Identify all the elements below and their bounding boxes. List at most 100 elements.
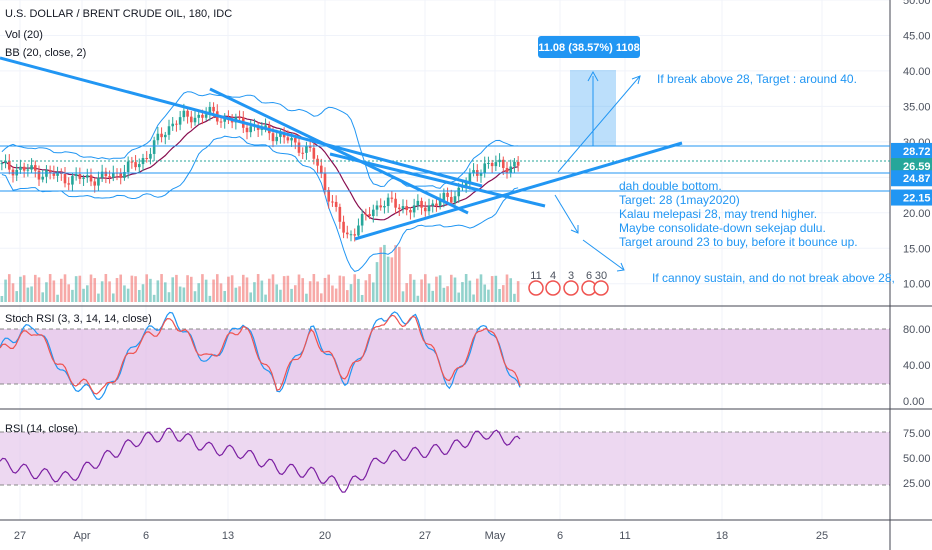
volume-bar bbox=[171, 277, 175, 302]
trendline-main-down[interactable] bbox=[0, 56, 483, 188]
volume-bar bbox=[412, 279, 416, 302]
volume-bar bbox=[271, 274, 275, 302]
rsi-legend[interactable]: RSI (14, close) bbox=[5, 423, 78, 435]
candle-body bbox=[52, 172, 56, 176]
volume-bar bbox=[438, 275, 442, 302]
volume-bar bbox=[490, 276, 494, 302]
candle-body bbox=[360, 213, 364, 226]
volume-bar bbox=[416, 295, 420, 302]
candle-body bbox=[137, 164, 141, 168]
candle-body bbox=[279, 132, 282, 137]
candle-body bbox=[249, 126, 253, 133]
volume-bar bbox=[442, 287, 446, 302]
trendline-lower-up[interactable] bbox=[354, 141, 683, 241]
volume-bar bbox=[516, 281, 520, 302]
volume-bar bbox=[30, 286, 33, 302]
arrow-down-1-head bbox=[570, 225, 579, 234]
time-tick-label: 6 bbox=[557, 530, 563, 542]
candle-body bbox=[134, 162, 137, 168]
economic-events[interactable]: 11 4 3 6 30 bbox=[528, 270, 609, 296]
arrow-down-1[interactable] bbox=[554, 194, 579, 234]
volume-bar bbox=[297, 274, 301, 302]
candle-body bbox=[412, 205, 416, 213]
candle-body bbox=[286, 137, 290, 141]
candle-body bbox=[48, 170, 52, 173]
volume-bar bbox=[119, 274, 123, 302]
volume-bar bbox=[331, 285, 334, 302]
candle-body bbox=[111, 172, 115, 178]
rsi-band bbox=[0, 432, 890, 485]
candle-body bbox=[130, 161, 134, 163]
volume-bar bbox=[253, 282, 256, 302]
candle-body bbox=[371, 209, 375, 217]
candle-body bbox=[420, 200, 423, 208]
candle-body bbox=[487, 162, 490, 164]
candle-body bbox=[401, 206, 405, 209]
note-line-4[interactable]: Maybe consolidate-down sekejap dulu. bbox=[619, 221, 826, 235]
note-line-3[interactable]: Kalau melepasi 28, may trend higher. bbox=[619, 207, 817, 221]
candle-body bbox=[97, 177, 100, 186]
candle-body bbox=[212, 106, 215, 112]
time-tick-label: 27 bbox=[419, 530, 431, 542]
volume-bar bbox=[67, 284, 71, 302]
volume-bar bbox=[316, 281, 319, 302]
candle-body bbox=[435, 203, 438, 206]
volume-bar bbox=[279, 289, 282, 302]
volume-bar bbox=[63, 274, 67, 302]
candle-body bbox=[494, 162, 498, 167]
note-line-1[interactable]: dah double bottom. bbox=[619, 179, 722, 193]
candle-body bbox=[119, 173, 123, 178]
volume-bar bbox=[290, 288, 293, 302]
event-count: 6 bbox=[586, 270, 592, 282]
volume-bar bbox=[227, 276, 230, 302]
candle-body bbox=[0, 163, 4, 165]
target-note[interactable]: If break above 28, Target : around 40. bbox=[657, 72, 857, 86]
price-pane[interactable] bbox=[0, 0, 890, 305]
candle-body bbox=[67, 183, 71, 185]
time-axis[interactable]: 27 Apr 6 13 20 27 May 6 11 18 25 bbox=[14, 530, 828, 542]
candle-body bbox=[505, 167, 509, 174]
candle-body bbox=[85, 175, 89, 178]
candle-body bbox=[301, 152, 305, 154]
candle-body bbox=[319, 165, 323, 174]
vol-legend[interactable]: Vol (20) bbox=[5, 29, 43, 41]
time-tick-label: 27 bbox=[14, 530, 26, 542]
volume-bar bbox=[461, 282, 464, 302]
candle-body bbox=[167, 126, 171, 135]
volume-bar bbox=[267, 278, 271, 302]
price-tick-label: 20.00 bbox=[903, 208, 931, 220]
volume-bar bbox=[513, 293, 516, 302]
volume-bar bbox=[360, 294, 364, 302]
volume-bar bbox=[197, 283, 201, 302]
note-line-5[interactable]: Target around 23 to buy, before it bounc… bbox=[619, 235, 858, 249]
volume-bar bbox=[104, 274, 108, 302]
trendline-secondary-down[interactable] bbox=[209, 87, 469, 215]
candle-body bbox=[19, 166, 22, 170]
note-line-2[interactable]: Target: 28 (1may2020) bbox=[619, 193, 740, 207]
measure-tag-box[interactable] bbox=[538, 36, 640, 58]
volume-bar bbox=[156, 280, 160, 302]
symbol-title[interactable]: U.S. DOLLAR / BRENT CRUDE OIL, 180, IDC bbox=[5, 8, 232, 20]
volume-bar bbox=[260, 280, 264, 302]
candle-body bbox=[479, 173, 483, 176]
stoch-legend[interactable]: Stoch RSI (3, 3, 14, 14, close) bbox=[5, 313, 152, 325]
stoch-axis[interactable]: 80.00 40.00 0.00 bbox=[903, 324, 931, 408]
candle-body bbox=[104, 171, 108, 177]
candle-body bbox=[364, 213, 368, 215]
candle-body bbox=[457, 187, 461, 197]
bb-legend[interactable]: BB (20, close, 2) bbox=[5, 47, 86, 59]
arrow-down-2[interactable] bbox=[582, 239, 625, 271]
volume-bar bbox=[45, 282, 48, 302]
volume-bar bbox=[427, 283, 431, 302]
bottom-note[interactable]: If cannoy sustain, and do not break abov… bbox=[652, 271, 895, 285]
trendline-resistance[interactable] bbox=[329, 152, 546, 208]
arrow-up[interactable] bbox=[557, 75, 641, 173]
rsi-axis[interactable]: 75.00 50.00 25.00 bbox=[903, 428, 931, 490]
price-axis[interactable]: 50.0045.0040.0035.0030.0025.0020.0015.00… bbox=[903, 0, 931, 291]
candle-body bbox=[331, 201, 334, 203]
candle-body bbox=[290, 137, 293, 141]
volume-bar bbox=[182, 287, 186, 302]
volume-bar bbox=[305, 293, 308, 302]
volume-bar bbox=[286, 275, 290, 302]
